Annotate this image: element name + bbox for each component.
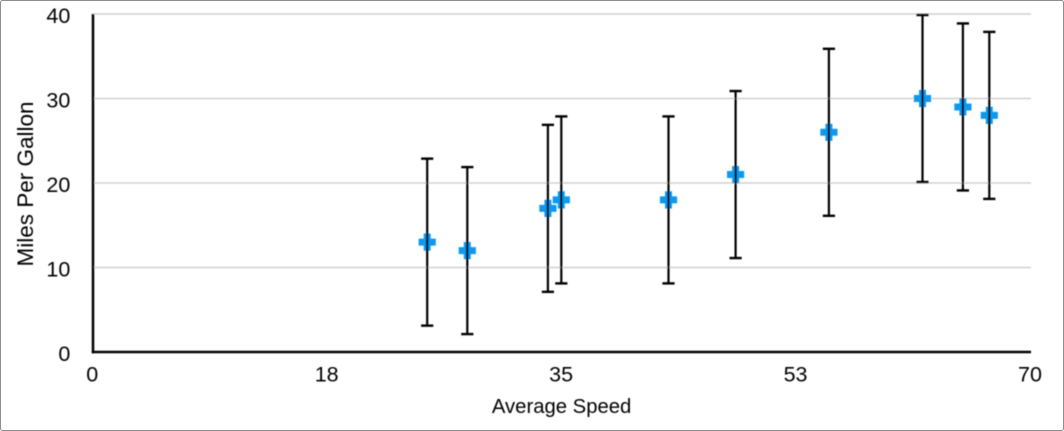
svg-text:20: 20 (46, 173, 70, 197)
svg-text:30: 30 (46, 89, 70, 113)
svg-text:10: 10 (46, 258, 70, 282)
svg-text:Average Speed: Average Speed (492, 396, 631, 418)
svg-text:0: 0 (58, 342, 70, 366)
svg-text:70: 70 (1018, 362, 1042, 386)
svg-text:35: 35 (549, 362, 573, 386)
svg-text:0: 0 (86, 362, 98, 386)
svg-text:Miles Per Gallon: Miles Per Gallon (13, 101, 38, 266)
svg-text:18: 18 (315, 362, 339, 386)
svg-text:40: 40 (46, 4, 70, 28)
svg-text:53: 53 (784, 362, 808, 386)
